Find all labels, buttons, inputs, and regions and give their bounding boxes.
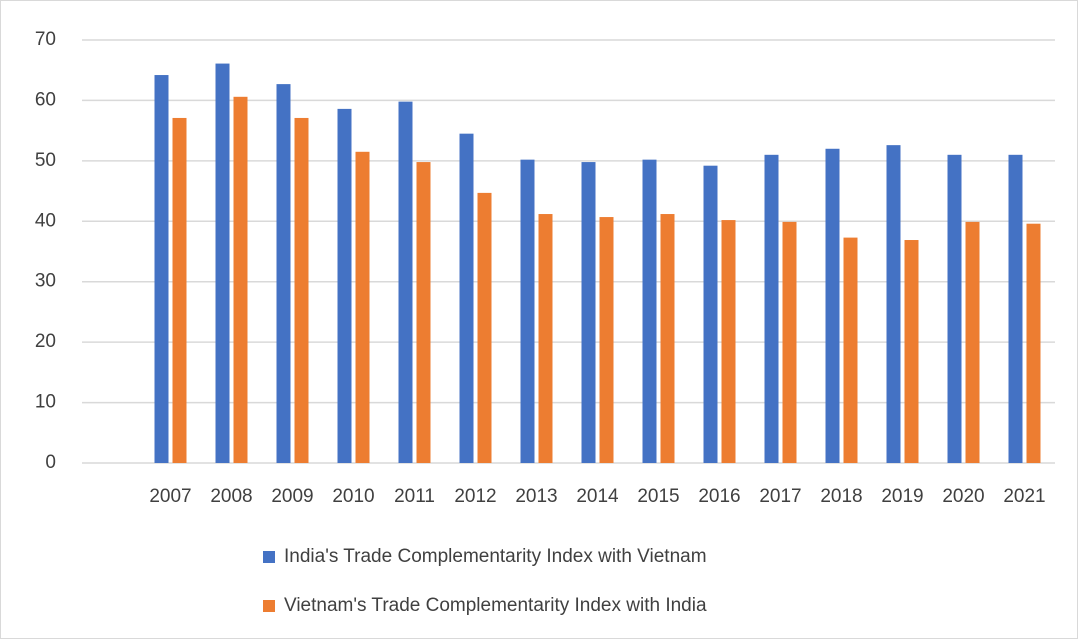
x-tick-label: 2018: [820, 486, 862, 507]
bar: [642, 159, 657, 464]
y-tick-label: 60: [35, 89, 56, 110]
x-tick-label: 2010: [332, 486, 374, 507]
bar: [520, 159, 535, 464]
bar: [886, 145, 901, 463]
x-tick-label: 2012: [454, 486, 496, 507]
bar: [965, 221, 980, 463]
bar: [764, 154, 779, 464]
x-tick-label: 2009: [271, 486, 313, 507]
y-tick-label: 40: [35, 210, 56, 231]
bar: [1026, 223, 1041, 463]
bar: [172, 117, 187, 464]
legend-label: Vietnam's Trade Complementarity Index wi…: [284, 595, 707, 616]
bar: [398, 101, 413, 463]
x-tick-label: 2007: [149, 486, 191, 507]
y-tick-label: 0: [45, 452, 56, 473]
bar: [276, 84, 291, 463]
x-tick-label: 2013: [515, 486, 557, 507]
bar: [581, 162, 596, 463]
bar: [599, 217, 614, 463]
bar: [215, 63, 230, 464]
bar: [825, 148, 840, 463]
x-tick-label: 2011: [394, 486, 435, 507]
y-tick-label: 30: [35, 271, 56, 292]
y-tick-label: 20: [35, 331, 56, 352]
bar: [459, 133, 474, 463]
bar: [660, 214, 675, 463]
bar: [904, 240, 919, 463]
bar: [721, 220, 736, 463]
bar: [843, 237, 858, 463]
x-tick-label: 2008: [210, 486, 252, 507]
x-tick-label: 2020: [942, 486, 984, 507]
bar: [233, 96, 248, 463]
bar: [337, 108, 352, 463]
y-tick-label: 50: [35, 150, 56, 171]
x-tick-label: 2017: [759, 486, 801, 507]
x-tick-label: 2021: [1003, 486, 1045, 507]
x-tick-label: 2019: [881, 486, 923, 507]
bar: [154, 75, 169, 463]
y-tick-label: 70: [35, 29, 56, 50]
bar: [477, 192, 492, 464]
legend-label: India's Trade Complementarity Index with…: [284, 546, 707, 567]
legend-swatch: [263, 600, 275, 612]
bar: [1008, 154, 1023, 464]
x-tick-label: 2014: [576, 486, 619, 507]
y-tick-label: 10: [35, 392, 56, 413]
x-tick-label: 2015: [637, 486, 679, 507]
legend-swatch: [263, 551, 275, 563]
bar: [782, 221, 797, 463]
bar: [703, 165, 718, 464]
bar: [294, 117, 309, 464]
x-tick-label: 2016: [698, 486, 740, 507]
bar: [538, 214, 553, 463]
bar: [416, 162, 431, 463]
bar: [947, 154, 962, 464]
bar: [355, 151, 370, 464]
